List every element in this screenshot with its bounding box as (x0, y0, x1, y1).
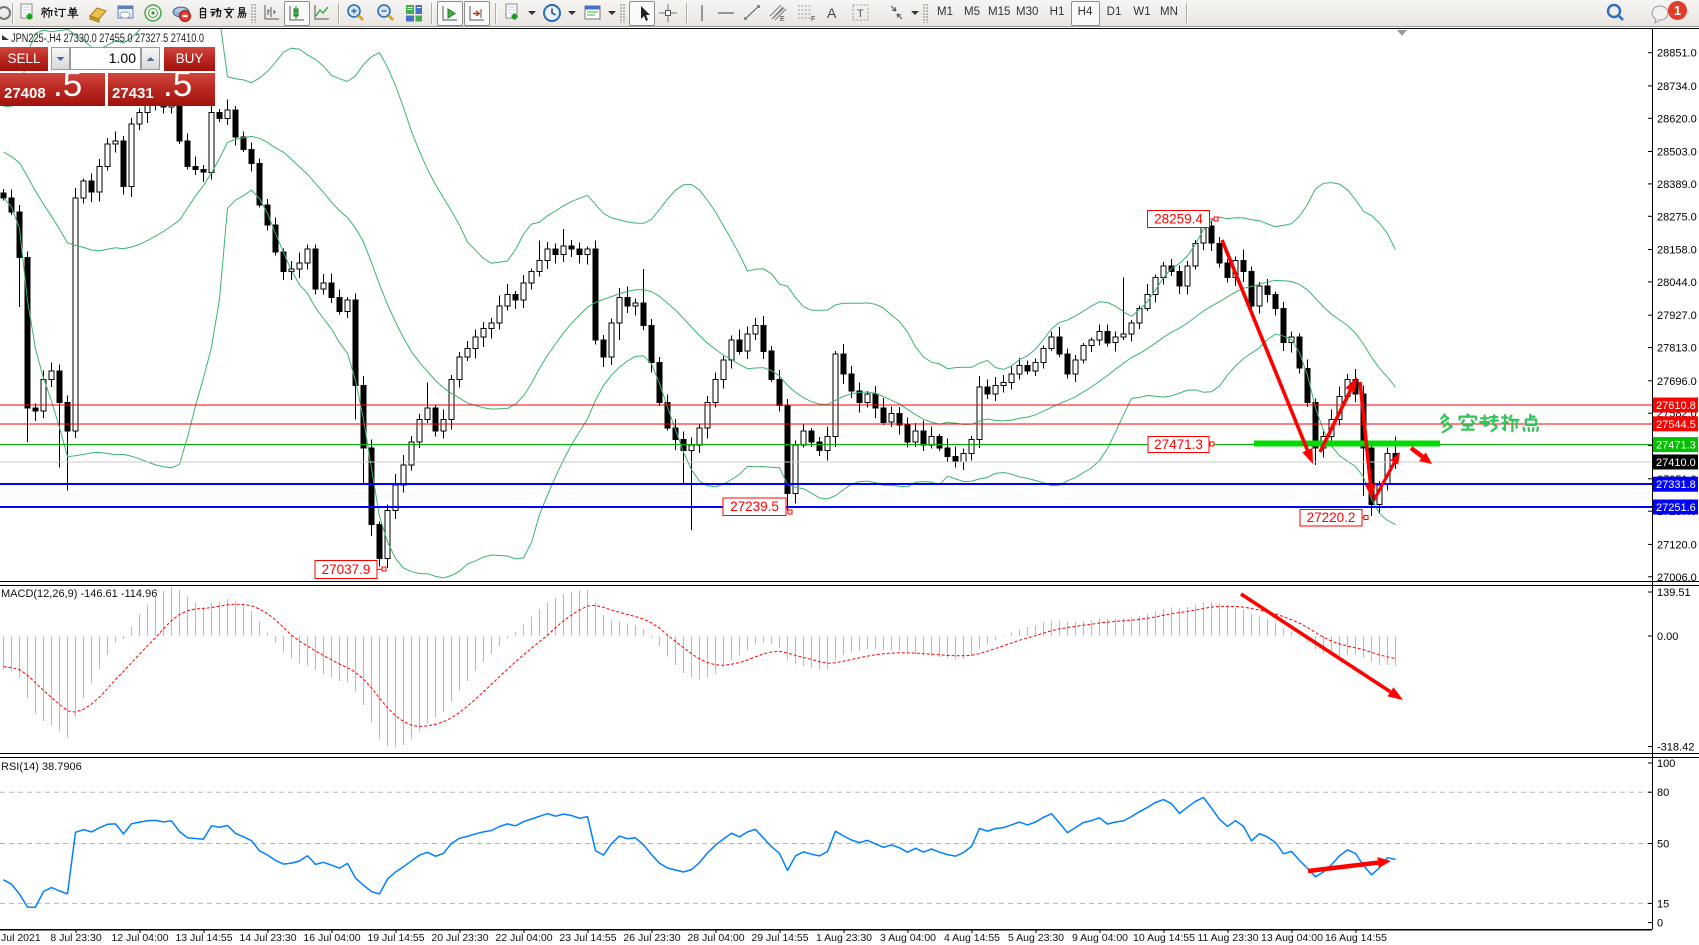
svg-text:RSI(14) 38.7906: RSI(14) 38.7906 (1, 761, 82, 773)
svg-text:T: T (857, 8, 864, 20)
svg-text:27610.8: 27610.8 (1656, 400, 1696, 412)
svg-text:28734.0: 28734.0 (1657, 81, 1697, 93)
svg-text:100: 100 (1657, 758, 1675, 770)
svg-text:80: 80 (1657, 787, 1669, 799)
svg-text:28 Jul 04:00: 28 Jul 04:00 (687, 932, 744, 944)
svg-text:27813.0: 27813.0 (1657, 343, 1697, 355)
svg-text:22 Jul 04:00: 22 Jul 04:00 (495, 932, 552, 944)
svg-text:27471.3: 27471.3 (1154, 437, 1203, 452)
svg-text:28044.0: 28044.0 (1657, 277, 1697, 289)
svg-text:28503.0: 28503.0 (1657, 147, 1697, 159)
svg-text:11 Aug 23:30: 11 Aug 23:30 (1197, 932, 1258, 944)
svg-text:27251.6: 27251.6 (1656, 502, 1696, 514)
svg-text:139.51: 139.51 (1657, 587, 1691, 599)
svg-text:JPN225-,H4 27330.0 27455.0 27: JPN225-,H4 27330.0 27455.0 27327.5 27410… (11, 33, 204, 45)
svg-text:50: 50 (1657, 839, 1669, 851)
svg-text:8 Jul 23:30: 8 Jul 23:30 (50, 932, 102, 944)
svg-text:-318.42: -318.42 (1657, 742, 1694, 754)
svg-text:29 Jul 14:55: 29 Jul 14:55 (751, 932, 808, 944)
svg-text:27927.0: 27927.0 (1657, 310, 1697, 322)
svg-text:27544.5: 27544.5 (1656, 419, 1696, 431)
svg-text:F: F (811, 16, 815, 23)
svg-text:27120.0: 27120.0 (1657, 539, 1697, 551)
svg-text:27239.5: 27239.5 (730, 499, 779, 514)
svg-text:20 Jul 23:30: 20 Jul 23:30 (431, 932, 488, 944)
svg-text:14 Jul 23:30: 14 Jul 23:30 (239, 932, 296, 944)
svg-text:12 Jul 04:00: 12 Jul 04:00 (111, 932, 168, 944)
svg-text:0: 0 (1657, 918, 1663, 930)
svg-text:27037.9: 27037.9 (322, 562, 371, 577)
svg-text:10 Aug 14:55: 10 Aug 14:55 (1133, 932, 1195, 944)
svg-text:28389.0: 28389.0 (1657, 179, 1697, 191)
svg-text:28275.0: 28275.0 (1657, 211, 1697, 223)
svg-text:MACD(12,26,9) -146.61 -114.96: MACD(12,26,9) -146.61 -114.96 (1, 588, 157, 600)
svg-text:13 Aug 04:00: 13 Aug 04:00 (1261, 932, 1323, 944)
svg-text:27410.0: 27410.0 (1656, 457, 1696, 469)
svg-text:28851.0: 28851.0 (1657, 48, 1697, 60)
svg-text:27220.2: 27220.2 (1307, 510, 1356, 525)
svg-text:28259.4: 28259.4 (1154, 212, 1203, 227)
svg-text:1 Aug 23:30: 1 Aug 23:30 (816, 932, 872, 944)
svg-text:Jul 2021: Jul 2021 (1, 932, 41, 944)
svg-text:13 Jul 14:55: 13 Jul 14:55 (175, 932, 232, 944)
svg-text:23 Jul 14:55: 23 Jul 14:55 (559, 932, 616, 944)
svg-text:0.00: 0.00 (1657, 631, 1678, 643)
svg-text:3 Aug 04:00: 3 Aug 04:00 (880, 932, 936, 944)
svg-text:4 Aug 14:55: 4 Aug 14:55 (944, 932, 1000, 944)
svg-text:28620.0: 28620.0 (1657, 113, 1697, 125)
svg-text:9 Aug 04:00: 9 Aug 04:00 (1072, 932, 1128, 944)
svg-text:16 Aug 14:55: 16 Aug 14:55 (1325, 932, 1387, 944)
svg-text:E: E (780, 16, 785, 23)
svg-text:27331.8: 27331.8 (1656, 479, 1696, 491)
svg-text:26 Jul 23:30: 26 Jul 23:30 (623, 932, 680, 944)
svg-text:5 Aug 23:30: 5 Aug 23:30 (1008, 932, 1064, 944)
svg-text:27696.0: 27696.0 (1657, 376, 1697, 388)
svg-text:27471.3: 27471.3 (1656, 440, 1696, 452)
svg-text:16 Jul 04:00: 16 Jul 04:00 (303, 932, 360, 944)
svg-text:27006.0: 27006.0 (1657, 572, 1697, 584)
svg-text:15: 15 (1657, 898, 1669, 910)
svg-text:28158.0: 28158.0 (1657, 245, 1697, 257)
svg-text:19 Jul 14:55: 19 Jul 14:55 (367, 932, 424, 944)
